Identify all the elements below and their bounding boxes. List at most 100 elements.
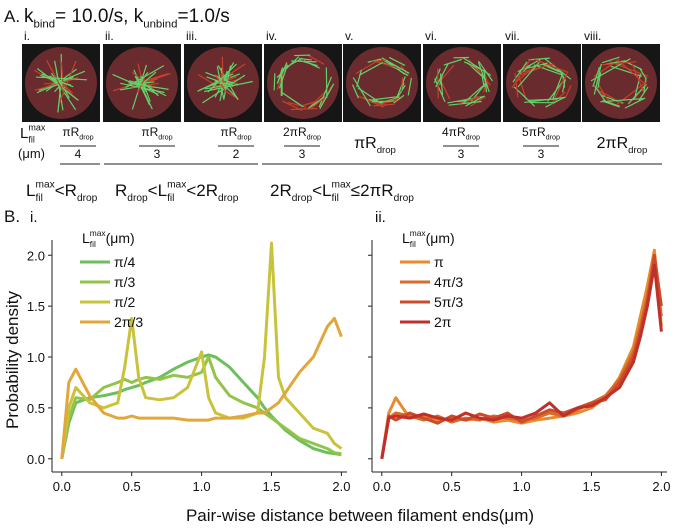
subscript: fil [90, 239, 96, 249]
filament [134, 75, 148, 99]
filament [57, 82, 62, 113]
filament [281, 57, 303, 71]
filament [319, 83, 335, 110]
filament [197, 73, 234, 92]
series-line [60, 241, 343, 460]
series-line [380, 263, 663, 460]
filament [221, 56, 224, 84]
filament [381, 57, 410, 74]
legend-label: π [434, 254, 444, 270]
filament [371, 59, 386, 63]
filament [311, 96, 326, 109]
x-tick-label: 1.0 [193, 479, 211, 494]
filament [318, 76, 333, 108]
filament [303, 60, 320, 69]
filament [483, 70, 489, 88]
subscript: fil [410, 239, 416, 249]
filament [553, 91, 566, 103]
filament [46, 59, 64, 91]
filament [627, 83, 647, 105]
filament [552, 74, 563, 100]
droplet [506, 47, 578, 119]
y-tick-label: 0.0 [27, 452, 45, 467]
y-tick-label: 2.0 [27, 248, 45, 263]
length-label: πR drop [354, 135, 396, 156]
subscript: drop [466, 133, 480, 142]
filament [40, 74, 66, 85]
filament [634, 73, 642, 99]
filament [134, 81, 155, 85]
filament [359, 61, 384, 76]
filament [300, 100, 318, 107]
filament [372, 100, 395, 103]
x-tick-label: 2.0 [332, 479, 350, 494]
legend-label: 4π/3 [434, 274, 463, 290]
subscript: fil [35, 193, 42, 204]
y-axis-label: Probability density [3, 291, 22, 429]
filament [372, 96, 397, 101]
subscript: drop [292, 193, 313, 204]
filament [594, 85, 606, 102]
length-numerator: 4πR drop [442, 125, 480, 142]
filament [58, 81, 62, 85]
filament [290, 107, 318, 111]
droplet [585, 47, 657, 119]
subscript: drop [77, 193, 98, 204]
column-label: ii. [105, 29, 114, 43]
filament [135, 72, 149, 88]
filament [388, 56, 406, 66]
panel-label: A. [4, 7, 20, 26]
text-run: L [20, 125, 28, 142]
filament [35, 76, 87, 81]
series-line [380, 253, 663, 460]
filament [600, 61, 637, 66]
x-tick-label: 0.5 [123, 479, 141, 494]
filament [600, 97, 646, 103]
filament [273, 73, 276, 91]
text-run: (μm) [426, 230, 455, 246]
filament [351, 84, 360, 99]
filament [204, 83, 233, 90]
x-tick-label: 1.0 [513, 479, 531, 494]
filament [615, 80, 648, 106]
subscript: drop [546, 133, 560, 142]
superscript: max [332, 180, 351, 191]
length-denominator: 3 [299, 147, 306, 161]
filament [631, 63, 645, 93]
filament [624, 97, 646, 109]
subscript: drop [218, 193, 239, 204]
superscript: max [28, 123, 46, 133]
filament [618, 60, 648, 87]
legend-label: π/3 [114, 274, 136, 290]
series-line [60, 353, 342, 460]
y-tick-label: 1.5 [27, 299, 45, 314]
filament [545, 96, 566, 108]
filament [593, 84, 615, 107]
filament [448, 100, 482, 106]
filament [464, 96, 479, 103]
filament [379, 99, 398, 105]
filament [542, 63, 561, 72]
row-unit: (μm) [18, 146, 45, 161]
filament [434, 78, 446, 102]
filament [319, 85, 333, 107]
text-run: =1.0/s [177, 6, 229, 27]
subscript: unbind [143, 19, 177, 31]
filament [280, 91, 304, 108]
subscript: bind [34, 19, 56, 31]
filament [462, 82, 487, 104]
series-line [60, 316, 343, 459]
subscript: drop [127, 193, 148, 204]
y-tick-label: 1.0 [27, 350, 45, 365]
text-run: 4πR [442, 125, 466, 139]
text-run: πR [62, 125, 79, 139]
subscript: drop [628, 145, 647, 156]
subscript: fil [167, 193, 174, 204]
legend-label: 2π/3 [114, 314, 143, 330]
